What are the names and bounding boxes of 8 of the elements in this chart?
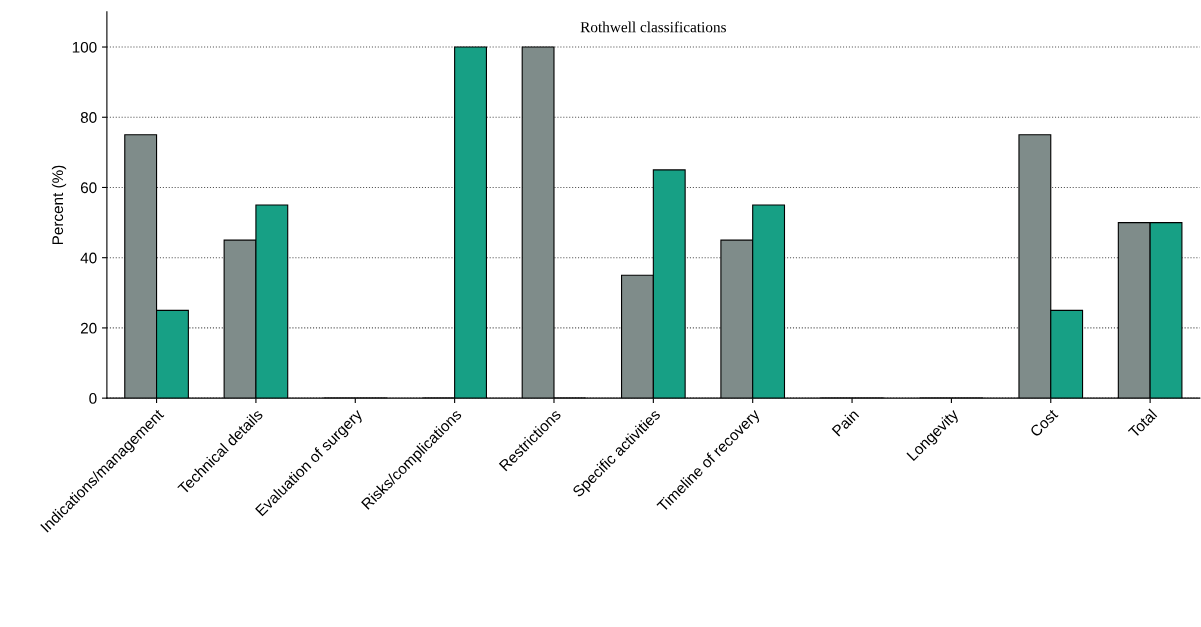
chart-title: Rothwell classifications (580, 21, 726, 33)
y-tick-label: 40 (80, 252, 97, 264)
y-tick-label: 20 (80, 322, 97, 334)
y-tick-label: 80 (80, 112, 97, 123)
y-tick-label: 100 (72, 41, 97, 53)
y-tick-label: 60 (80, 182, 97, 194)
y-axis-title: Percent (%) (51, 165, 67, 245)
y-tick-label: 0 (89, 393, 97, 404)
